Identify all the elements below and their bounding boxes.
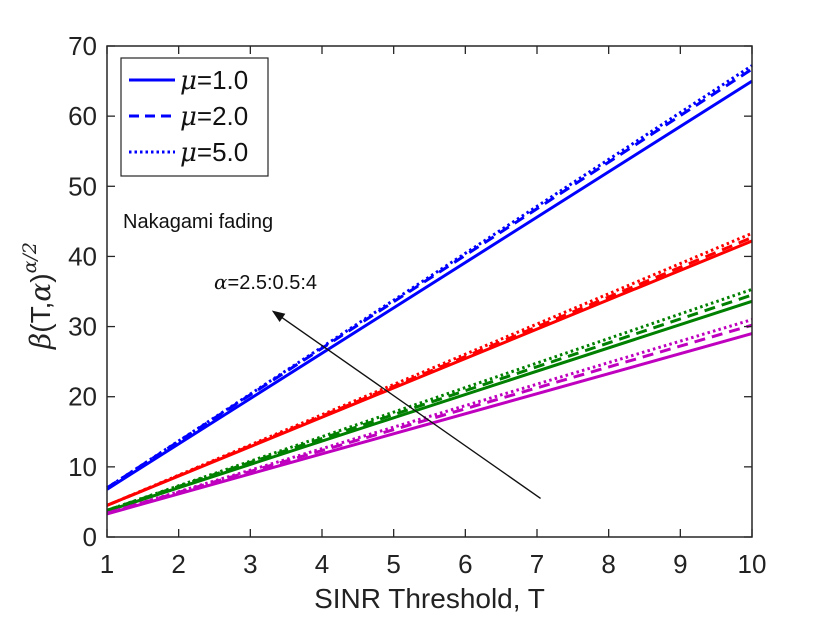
x-tick-label: 5 xyxy=(386,549,400,579)
series-line-alpha_3-0-dotted xyxy=(106,287,753,512)
series-line-alpha_3-0-dashed xyxy=(106,293,753,512)
x-tick-label: 6 xyxy=(458,549,472,579)
y-tick-label: 50 xyxy=(68,171,97,201)
annotation-arrowhead xyxy=(271,310,286,322)
annotation-arrow xyxy=(279,315,541,499)
legend-entry-2-value: =2.0 xyxy=(197,101,248,131)
series-layer xyxy=(106,64,753,516)
y-tick-label: 10 xyxy=(68,452,97,482)
y-tick-label: 60 xyxy=(68,101,97,131)
y-tick-label: 0 xyxy=(83,522,97,552)
y-axis-label-beta: β xyxy=(24,333,57,350)
legend-mu-symbol: μ xyxy=(180,138,197,168)
alpha-annotation: α=2.5:0.5:4 xyxy=(214,270,317,294)
x-tick-label: 9 xyxy=(673,549,687,579)
legend-entry-3: μ=5.0 xyxy=(180,137,248,168)
x-tick-label: 3 xyxy=(243,549,257,579)
x-tick-label: 8 xyxy=(601,549,615,579)
y-axis-label-exponent: α/2 xyxy=(19,242,41,273)
ticks-layer xyxy=(106,45,753,538)
axes-frame xyxy=(106,45,753,538)
x-tick-label: 7 xyxy=(530,549,544,579)
y-axis-label: β(T,α)α/2 xyxy=(19,242,57,350)
x-tick-label: 2 xyxy=(171,549,185,579)
legend-entry-2: μ=2.0 xyxy=(180,101,248,132)
y-axis-label-args: (T, xyxy=(25,302,56,333)
series-line-alpha_3-0-solid xyxy=(106,299,753,513)
legend-entry-1-value: =1.0 xyxy=(197,65,248,95)
tick-labels: 1 2 3 4 5 6 7 8 9 10 0 10 20 30 40 50 60 70 xyxy=(68,31,766,579)
series-line-alpha_2-5-dotted xyxy=(106,318,753,515)
x-axis-label: SINR Threshold, T xyxy=(314,583,545,614)
series-line-alpha_3-5-dotted xyxy=(106,231,753,507)
legend: μ=1.0 μ=2.0 μ=5.0 xyxy=(120,57,269,177)
series-line-alpha_2-5-solid xyxy=(106,332,753,516)
fading-annotation: Nakagami fading xyxy=(123,211,273,233)
legend-entry-3-value: =5.0 xyxy=(197,137,248,167)
alpha-symbol: α xyxy=(214,270,228,294)
y-tick-label: 70 xyxy=(68,31,97,61)
y-tick-label: 30 xyxy=(68,312,97,342)
series-line-alpha_2-5-dashed xyxy=(106,323,753,515)
y-tick-label: 40 xyxy=(68,241,97,271)
y-axis-label-close: ) xyxy=(25,273,56,282)
legend-mu-symbol: μ xyxy=(180,102,197,132)
legend-mu-symbol: μ xyxy=(180,66,197,96)
y-tick-label: 20 xyxy=(68,382,97,412)
x-tick-label: 10 xyxy=(738,549,767,579)
x-tick-label: 1 xyxy=(100,549,114,579)
series-line-alpha_4-0-dashed xyxy=(106,67,753,490)
alpha-range: =2.5:0.5:4 xyxy=(228,272,318,294)
x-tick-label: 4 xyxy=(315,549,329,579)
y-axis-label-alpha: α xyxy=(24,283,57,302)
legend-entry-1: μ=1.0 xyxy=(180,65,248,96)
series-line-alpha_4-0-solid xyxy=(106,79,753,491)
